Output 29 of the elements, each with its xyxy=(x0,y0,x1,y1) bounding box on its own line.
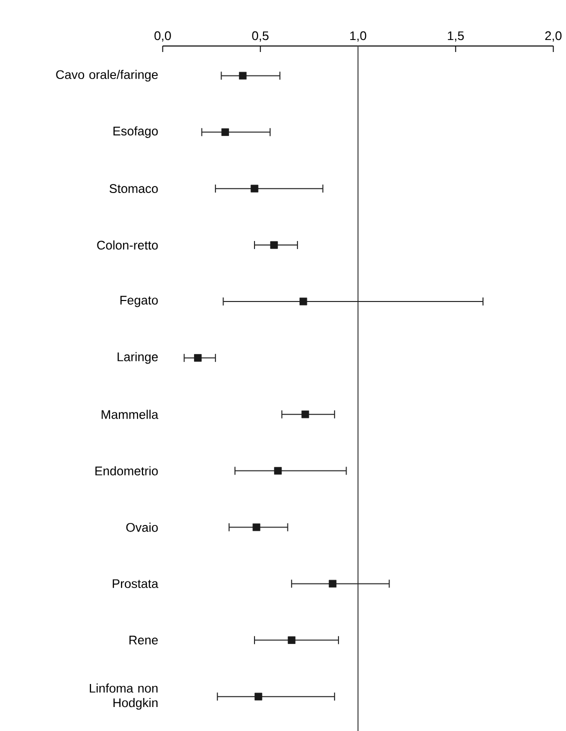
y-tick-label: Stomaco xyxy=(110,184,158,194)
y-tick-label: Linfoma non Hodgkin xyxy=(90,684,158,710)
point xyxy=(238,72,247,80)
point xyxy=(250,184,258,192)
y-tick-label: Endometrio xyxy=(95,466,158,476)
y-tick-label: Cavo orale/faringe xyxy=(56,70,158,82)
point xyxy=(194,354,202,362)
point xyxy=(328,580,336,588)
x-tick-label: 0,0 xyxy=(154,31,171,42)
x-tick-label: 2,0 xyxy=(545,31,562,42)
y-tick-label: Esofago xyxy=(113,126,158,138)
x-tick-label: 1,0 xyxy=(350,31,366,42)
y-tick-label: Fegato xyxy=(120,296,158,308)
point xyxy=(288,636,296,644)
point xyxy=(270,241,278,249)
y-tick-label: Ovaio xyxy=(126,522,158,532)
y-tick-label: Laringe xyxy=(118,352,158,364)
point xyxy=(254,692,262,700)
point xyxy=(300,298,308,306)
x-tick-label: 0,5 xyxy=(252,31,269,42)
y-tick-label: Prostata xyxy=(112,579,158,588)
y-tick-label: Colon-retto xyxy=(97,240,158,250)
x-tick-label: 1,5 xyxy=(448,31,464,42)
y-tick-label: Mammella xyxy=(102,410,158,419)
point xyxy=(274,467,282,475)
point xyxy=(221,128,229,136)
point xyxy=(301,410,310,418)
y-tick-label: Rene xyxy=(129,636,158,644)
point xyxy=(252,523,260,532)
